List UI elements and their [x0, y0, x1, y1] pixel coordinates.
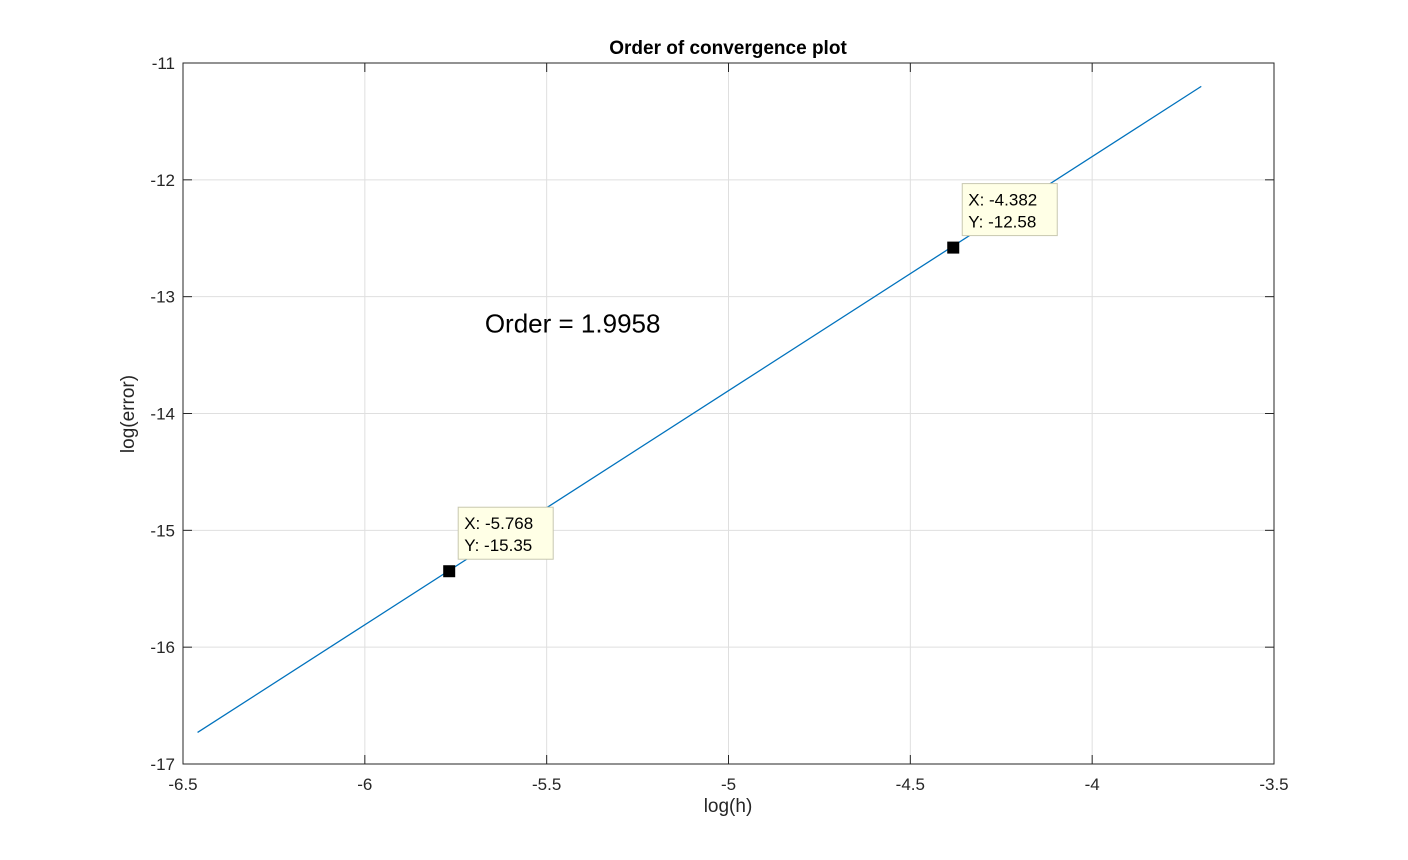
datatip[interactable]: X: -5.768 Y: -15.35	[443, 506, 554, 578]
y-axis-label: log(error)	[118, 375, 139, 453]
chart-title: Order of convergence plot	[609, 38, 847, 59]
y-tick-label: -16	[150, 638, 175, 657]
grid-lines	[183, 63, 1274, 764]
order-annotation: Order = 1.9958	[485, 309, 661, 339]
datatip-marker	[947, 241, 960, 254]
x-tick-label: -3.5	[1259, 775, 1288, 794]
x-tick-label: -4	[1085, 775, 1100, 794]
tick-labels: -6.5 -6 -5.5 -5 -4.5 -4 -3.5 -17 -16 -15 -14 -13 -12…	[150, 54, 1288, 794]
datatip-x-text: X: -5.768	[464, 514, 533, 533]
y-tick-label: -15	[150, 521, 175, 540]
x-tick-label: -6	[357, 775, 372, 794]
x-tick-label: -5.5	[532, 775, 561, 794]
x-tick-label: -5	[721, 775, 736, 794]
y-tick-label: -11	[152, 54, 175, 73]
datatip-layer: X: -5.768 Y: -15.35 X: -4.382 Y: -12.58	[443, 183, 1058, 578]
x-tick-label: -4.5	[896, 775, 925, 794]
datatip-y-text: Y: -12.58	[968, 213, 1036, 232]
datatip-box	[961, 183, 1058, 237]
x-axis-label: log(h)	[704, 796, 753, 817]
datatip-marker	[443, 565, 456, 578]
y-tick-label: -12	[150, 171, 175, 190]
tick-marks	[182, 62, 1275, 765]
datatip-x-text: X: -4.382	[968, 191, 1037, 210]
y-tick-label: -13	[150, 288, 175, 307]
y-tick-label: -14	[150, 405, 175, 424]
y-tick-label: -17	[150, 755, 175, 774]
datatip-box	[457, 506, 554, 560]
datatip-y-text: Y: -15.35	[464, 536, 532, 555]
datatip[interactable]: X: -4.382 Y: -12.58	[947, 183, 1058, 254]
x-tick-label: -6.5	[168, 775, 197, 794]
